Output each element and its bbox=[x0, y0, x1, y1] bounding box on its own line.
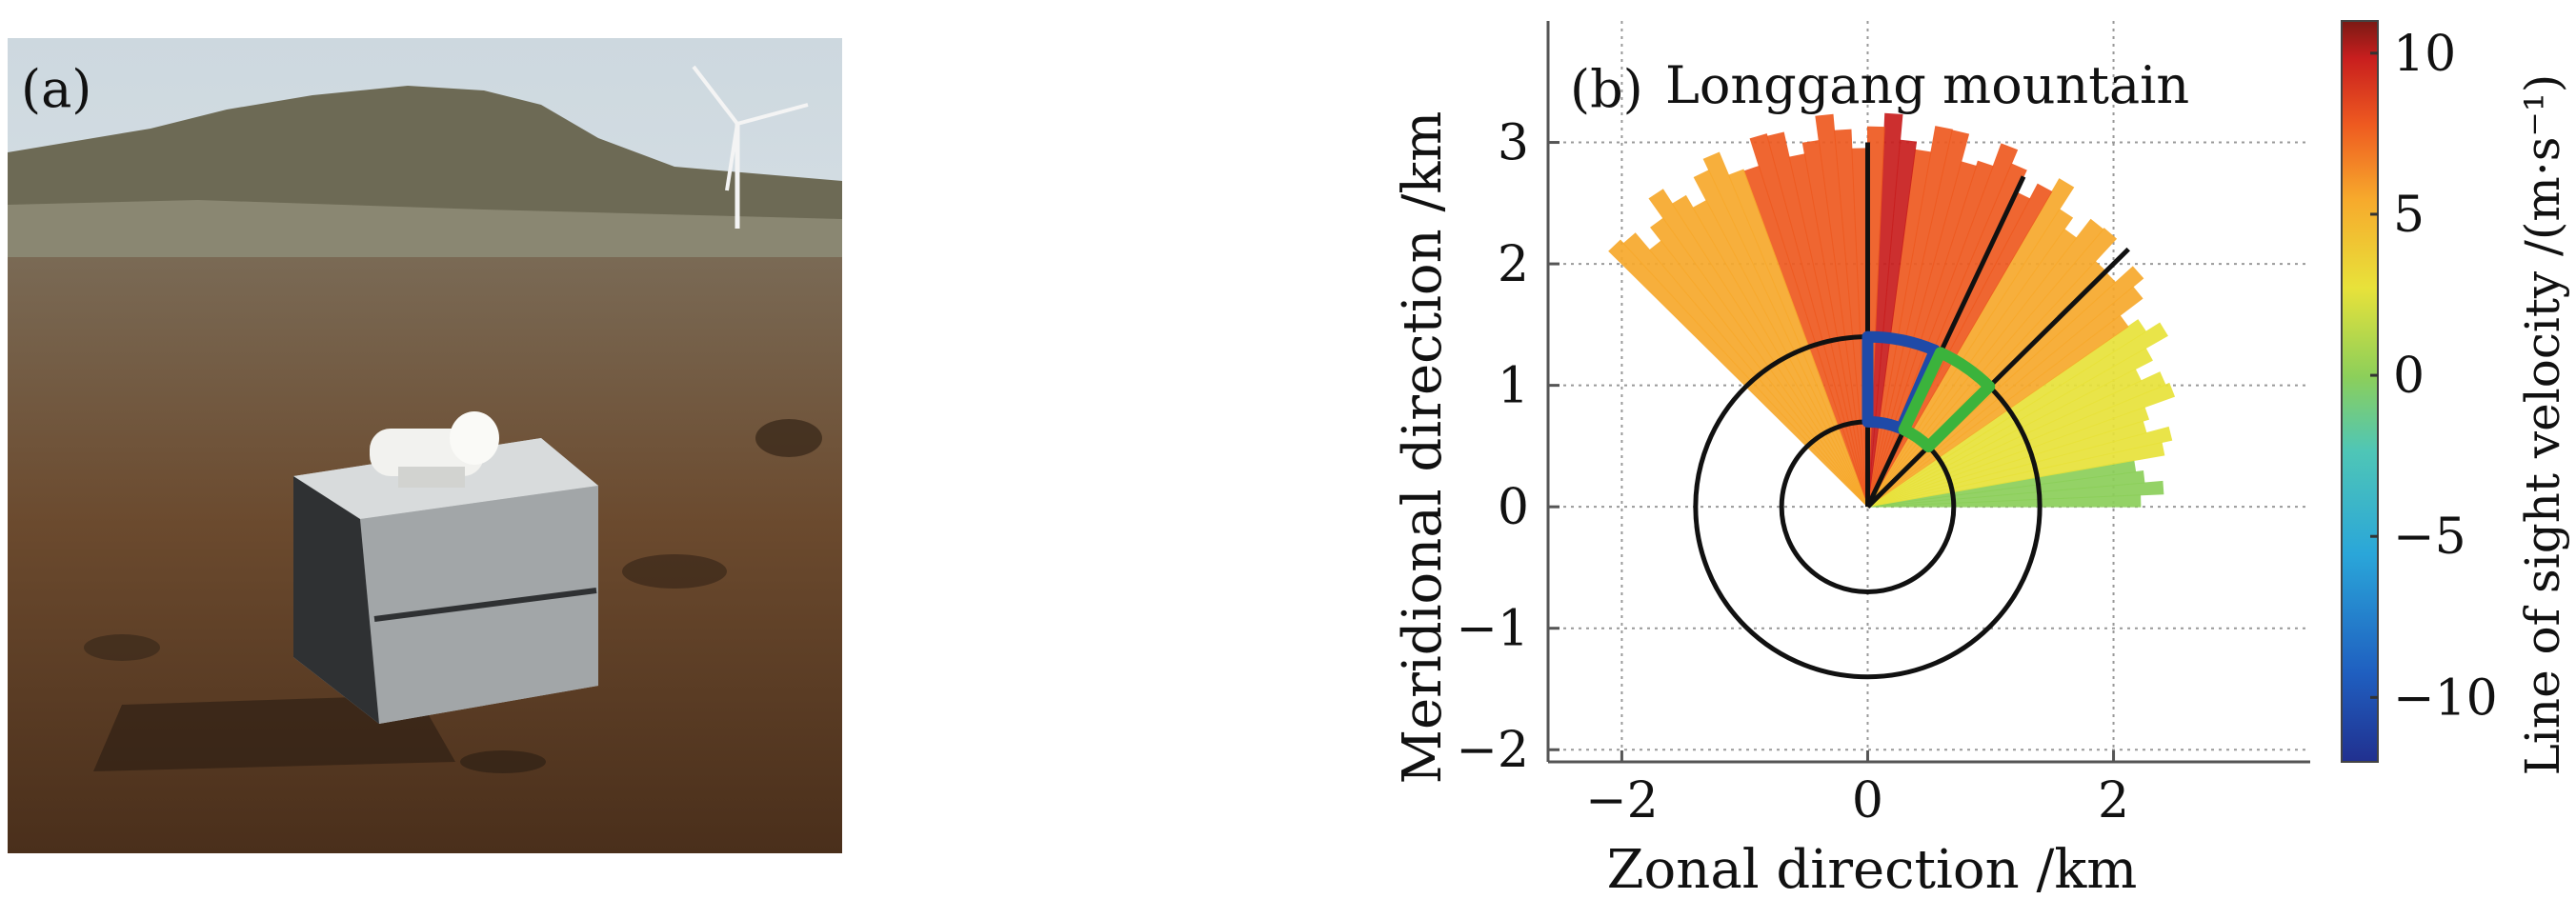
x-tick-label: 0 bbox=[1852, 772, 1883, 829]
x-tick-label: 2 bbox=[2098, 772, 2129, 829]
y-axis-label: Meridional direction /km bbox=[1392, 111, 1454, 785]
colorbar-tick-label: 5 bbox=[2393, 187, 2425, 244]
highlight-sector bbox=[1862, 330, 1942, 434]
highlight-sector bbox=[1898, 347, 1996, 453]
y-tick-label: 1 bbox=[1498, 358, 1529, 415]
colorbar-label: Line of sight velocity /(m·s⁻¹) bbox=[2515, 74, 2570, 776]
panel-b-label: (b) bbox=[1570, 59, 1643, 119]
y-tick-label: −1 bbox=[1456, 601, 1529, 658]
radial-line bbox=[1865, 175, 2026, 509]
lidar-field-photo bbox=[8, 38, 842, 853]
colorbar-tick-label: 0 bbox=[2393, 348, 2425, 405]
colorbar-ticks: 10 5 0 −5 −10 bbox=[2370, 26, 2498, 727]
velocity-wedge bbox=[1608, 239, 1868, 508]
chart-title: Longgang mountain bbox=[1665, 55, 2189, 115]
y-tick-label: 0 bbox=[1498, 479, 1529, 536]
colorbar bbox=[2341, 20, 2379, 763]
y-tick-label: −2 bbox=[1456, 722, 1529, 779]
y-tick-label: 3 bbox=[1498, 115, 1529, 172]
colorbar-tick-label: −5 bbox=[2393, 509, 2466, 566]
tick-labels: −2 0 2 −2 −1 0 1 2 3 bbox=[1456, 115, 2129, 829]
panel-a-label: (a) bbox=[21, 59, 92, 119]
x-axis-label: Zonal direction /km bbox=[1607, 839, 2138, 899]
velocity-field bbox=[1608, 112, 2176, 508]
scan-overlay bbox=[1693, 142, 2130, 680]
plot-axes bbox=[1546, 21, 2310, 764]
colorbar-tick-label: −10 bbox=[2393, 669, 2498, 727]
x-tick-label: −2 bbox=[1585, 772, 1659, 829]
radial-line bbox=[1865, 247, 2130, 509]
y-tick-label: 2 bbox=[1498, 236, 1529, 293]
colorbar-tick-label: 10 bbox=[2393, 26, 2456, 83]
